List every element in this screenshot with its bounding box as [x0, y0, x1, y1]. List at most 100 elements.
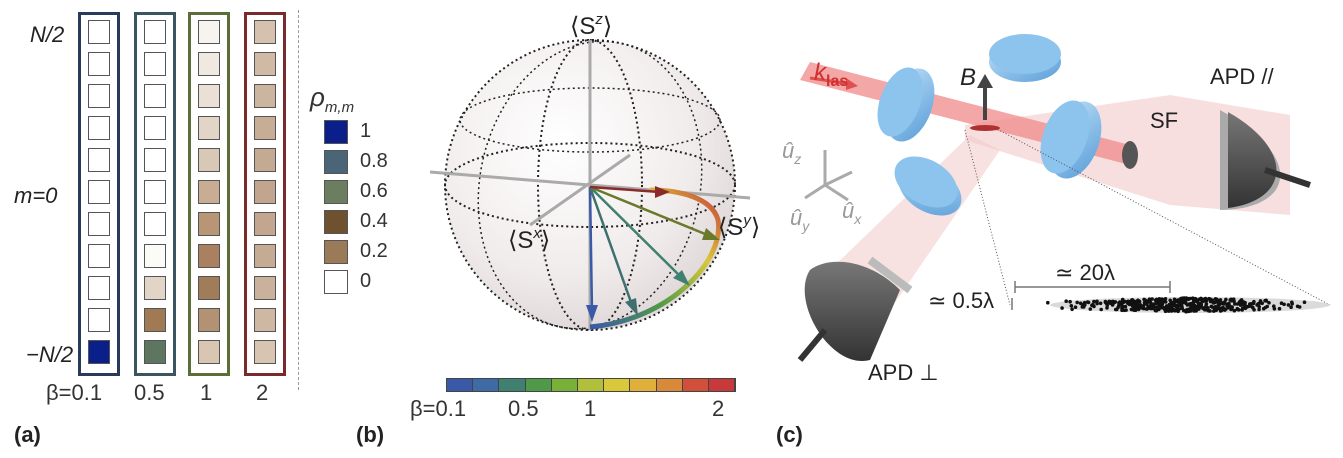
legend-value: 1 [360, 120, 371, 143]
colorbar-label-1: 0.5 [508, 396, 539, 422]
colorbar-label-0: β=0.1 [410, 396, 466, 422]
density-cell [144, 148, 166, 172]
density-cell [144, 84, 166, 108]
density-cell [88, 244, 110, 268]
y-tick-bottom: −N/2 [26, 342, 73, 368]
colorbar-segment [578, 379, 604, 391]
colorbar-segment [526, 379, 552, 391]
coordinate-axes [805, 150, 852, 200]
y-tick-mid: m=0 [14, 183, 57, 209]
dim-long-label: ≃ 20λ [1055, 260, 1115, 285]
density-cell [144, 276, 166, 300]
density-cell [254, 148, 276, 172]
density-cell [144, 20, 166, 44]
legend-value: 0.8 [360, 150, 388, 173]
colorbar-label-3: 2 [712, 396, 724, 422]
density-cell [144, 308, 166, 332]
bloch-sphere-panel: ⟨Sz⟩ ⟨Sx⟩ ⟨Sy⟩ [420, 0, 780, 440]
setup-panel: klas B SF APD // APD ⊥ ≃ 20λ ≃ 0.5λ ûz û… [770, 0, 1343, 458]
axis-label-x: ⟨Sx⟩ [508, 225, 550, 254]
density-cell [88, 116, 110, 140]
density-cell [198, 84, 220, 108]
lens-2 [989, 34, 1061, 82]
density-cell [198, 116, 220, 140]
colorbar-segment [709, 379, 735, 391]
apd-perp-label: APD ⊥ [868, 360, 939, 385]
density-cell [88, 180, 110, 204]
legend-swatch [324, 150, 348, 174]
colorbar-segment [552, 379, 578, 391]
density-cell [198, 180, 220, 204]
density-cell [254, 308, 276, 332]
beta-label-0: β=0.1 [46, 380, 102, 406]
apd-perp-detector [800, 260, 910, 361]
sf-label: SF [1150, 108, 1178, 133]
dim-short-label: ≃ 0.5λ [928, 288, 994, 313]
axis-label-z: ⟨Sz⟩ [570, 11, 612, 40]
density-cell [88, 52, 110, 76]
density-cell [88, 148, 110, 172]
density-cell [88, 84, 110, 108]
uy-label: ûy [790, 205, 810, 234]
density-cell [88, 212, 110, 236]
apd-par-label: APD // [1210, 64, 1274, 89]
density-cell [198, 52, 220, 76]
density-cell [198, 148, 220, 172]
panel-label-b: (b) [356, 422, 384, 448]
density-cell [198, 212, 220, 236]
density-cell [198, 340, 220, 364]
density-cell [144, 180, 166, 204]
density-cell [254, 116, 276, 140]
density-cell [198, 276, 220, 300]
colorbar-segment [447, 379, 473, 391]
colorbar-segment [604, 379, 630, 391]
legend-value: 0 [360, 270, 371, 293]
beta-colorbar [446, 378, 736, 392]
density-cell [254, 276, 276, 300]
legend-title: ρm,m [310, 82, 354, 116]
colorbar-segment [630, 379, 656, 391]
legend-swatch [324, 270, 348, 294]
colorbar-label-2: 1 [584, 396, 596, 422]
ux-label: ûx [842, 198, 862, 227]
colorbar-segment [657, 379, 683, 391]
legend-swatch [324, 120, 348, 144]
lens-1 [869, 61, 944, 148]
density-cell [88, 276, 110, 300]
uz-label: ûz [782, 138, 801, 167]
separator-line [298, 10, 299, 390]
y-tick-top: N/2 [30, 22, 64, 48]
b-field-label: B [960, 64, 976, 91]
density-cell [254, 84, 276, 108]
density-cell [88, 340, 110, 364]
density-cell [144, 212, 166, 236]
colorbar-segment [499, 379, 525, 391]
density-cell [144, 52, 166, 76]
legend-value: 0.6 [360, 180, 388, 203]
density-cell [198, 20, 220, 44]
density-cell [144, 116, 166, 140]
density-cell [198, 308, 220, 332]
k-las-label: klas [814, 59, 848, 90]
legend-value: 0.4 [360, 210, 388, 233]
density-cell [88, 20, 110, 44]
colorbar-segment [683, 379, 709, 391]
density-cell [88, 308, 110, 332]
density-cell [254, 244, 276, 268]
spatial-filter [1122, 141, 1138, 169]
axis-label-y: ⟨Sy⟩ [718, 212, 760, 241]
legend-swatch [324, 180, 348, 204]
density-cell [144, 244, 166, 268]
density-cell [198, 244, 220, 268]
density-cell [254, 52, 276, 76]
density-cell [254, 20, 276, 44]
density-cell [254, 212, 276, 236]
colorbar-segment [473, 379, 499, 391]
panel-label-a: (a) [14, 422, 41, 448]
legend-swatch [324, 210, 348, 234]
beta-label-3: 2 [256, 380, 268, 406]
density-cell [254, 340, 276, 364]
density-cell [254, 180, 276, 204]
legend-swatch [324, 240, 348, 264]
beta-label-2: 1 [200, 380, 212, 406]
